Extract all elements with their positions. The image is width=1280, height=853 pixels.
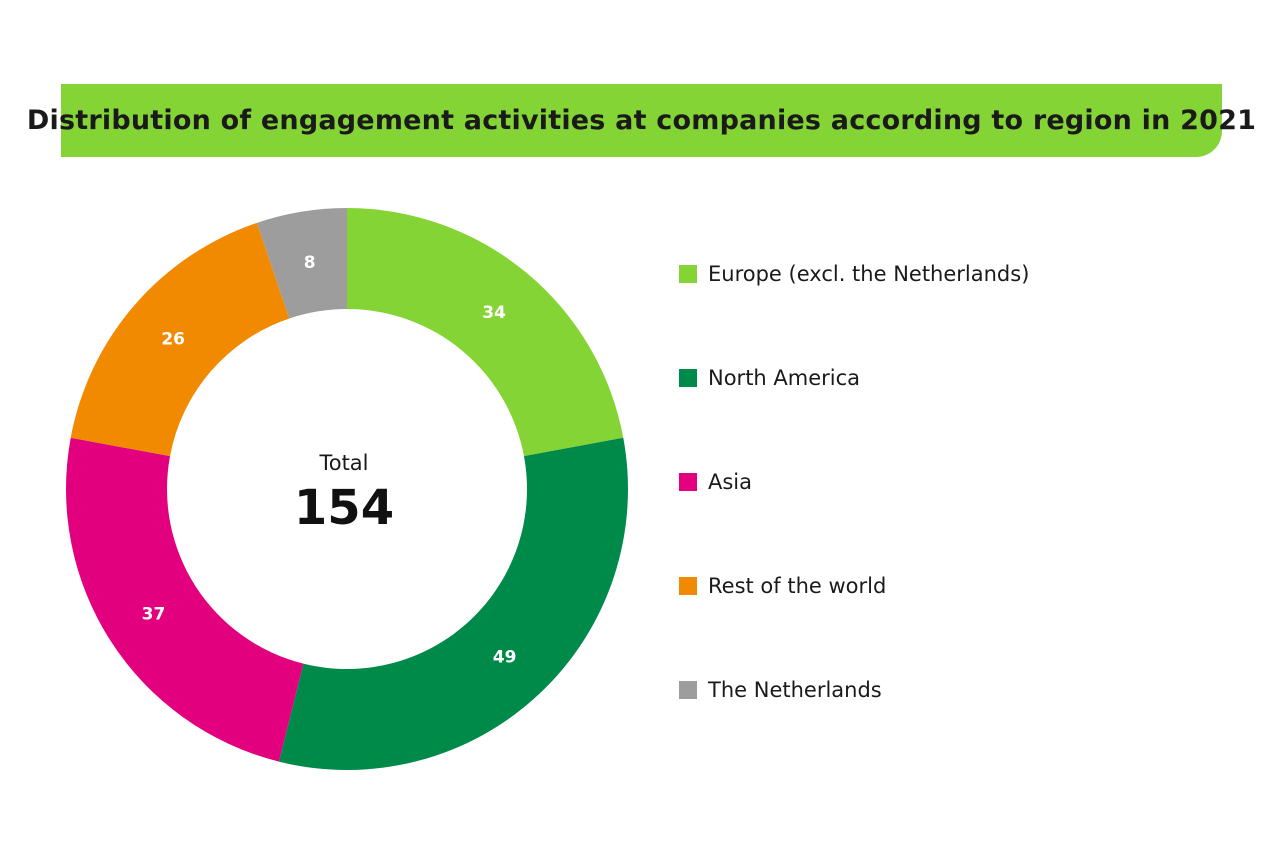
legend-label: North America	[708, 366, 861, 390]
legend-swatch	[679, 577, 697, 595]
legend-swatch	[679, 473, 697, 491]
slice-asia	[66, 437, 304, 762]
legend-label: Asia	[708, 470, 753, 494]
slice-the-netherlands	[256, 208, 347, 319]
center-total-label: Total	[318, 451, 368, 475]
slice-rest-of-the-world	[70, 222, 290, 457]
legend-swatch	[679, 681, 697, 699]
legend-item-europe-excl-the-netherlands: Europe (excl. the Netherlands)	[679, 262, 1029, 286]
legend-item-the-netherlands: The Netherlands	[679, 678, 1029, 702]
legend-item-rest-of-the-world: Rest of the world	[679, 574, 1029, 598]
donut-chart: 34 49 37 26 8 Total 154	[66, 208, 628, 770]
legend-swatch	[679, 369, 697, 387]
legend-label: Rest of the world	[708, 574, 887, 598]
legend-swatch	[679, 265, 697, 283]
slice-value-rest-of-the-world: 26	[161, 329, 185, 349]
legend-label: The Netherlands	[708, 678, 882, 702]
slice-europe-excl-the-netherlands	[347, 208, 624, 457]
legend-item-asia: Asia	[679, 470, 1029, 494]
chart-title-bar: Distribution of engagement activities at…	[27, 84, 1256, 157]
slice-value-the-netherlands: 8	[304, 253, 316, 273]
slice-value-asia: 37	[142, 604, 166, 624]
slice-value-north-america: 49	[493, 648, 517, 668]
chart-title: Distribution of engagement activities at…	[26, 105, 1257, 136]
slice-north-america	[278, 437, 628, 770]
legend-item-north-america: North America	[679, 366, 1029, 390]
center-total-value: 154	[294, 480, 394, 536]
donut-slice-labels: 34 49 37 26 8	[142, 253, 517, 667]
donut-slices	[66, 208, 628, 770]
legend-label: Europe (excl. the Netherlands)	[708, 262, 1030, 286]
chart-legend: Europe (excl. the Netherlands) North Amer…	[679, 262, 1029, 782]
slice-value-europe-excl-the-netherlands: 34	[482, 303, 506, 323]
